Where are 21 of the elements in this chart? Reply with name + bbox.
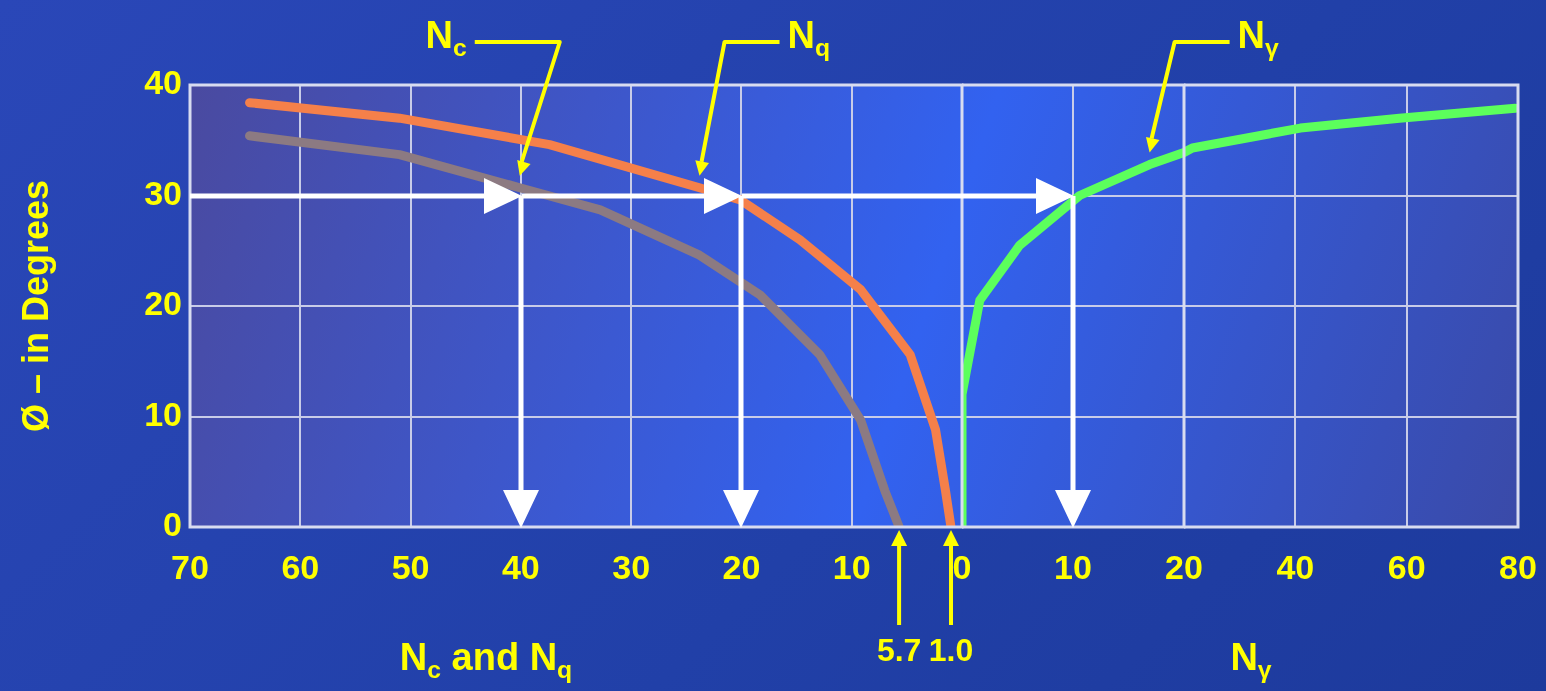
x-tick-label: 70 [171,547,209,586]
y-tick-label: 30 [144,173,182,212]
x-tick-label: 60 [281,547,320,586]
x-tick-label: 10 [832,547,871,586]
x-tick-label: 0 [952,547,972,586]
x-tick-label: 80 [1499,547,1537,586]
y-axis-title: Ø – in Degrees [14,179,56,433]
x-tick-label: 40 [501,547,540,586]
x-tick-label: 10 [1054,547,1092,586]
text: 5.7 [876,631,922,668]
x-tick-label: 50 [391,547,430,586]
y-tick-label: 20 [144,284,182,323]
text: 1.0 [928,631,974,668]
x-tick-label: 60 [1387,547,1426,586]
x-tick-label: 40 [1276,547,1315,586]
y-tick-label: 10 [144,394,182,433]
x-tick-label: 20 [722,547,761,586]
x-tick-label: 20 [1165,547,1203,586]
y-tick-label: 40 [144,63,182,102]
x-tick-label: 30 [612,547,651,586]
y-tick-label: 0 [163,505,182,544]
